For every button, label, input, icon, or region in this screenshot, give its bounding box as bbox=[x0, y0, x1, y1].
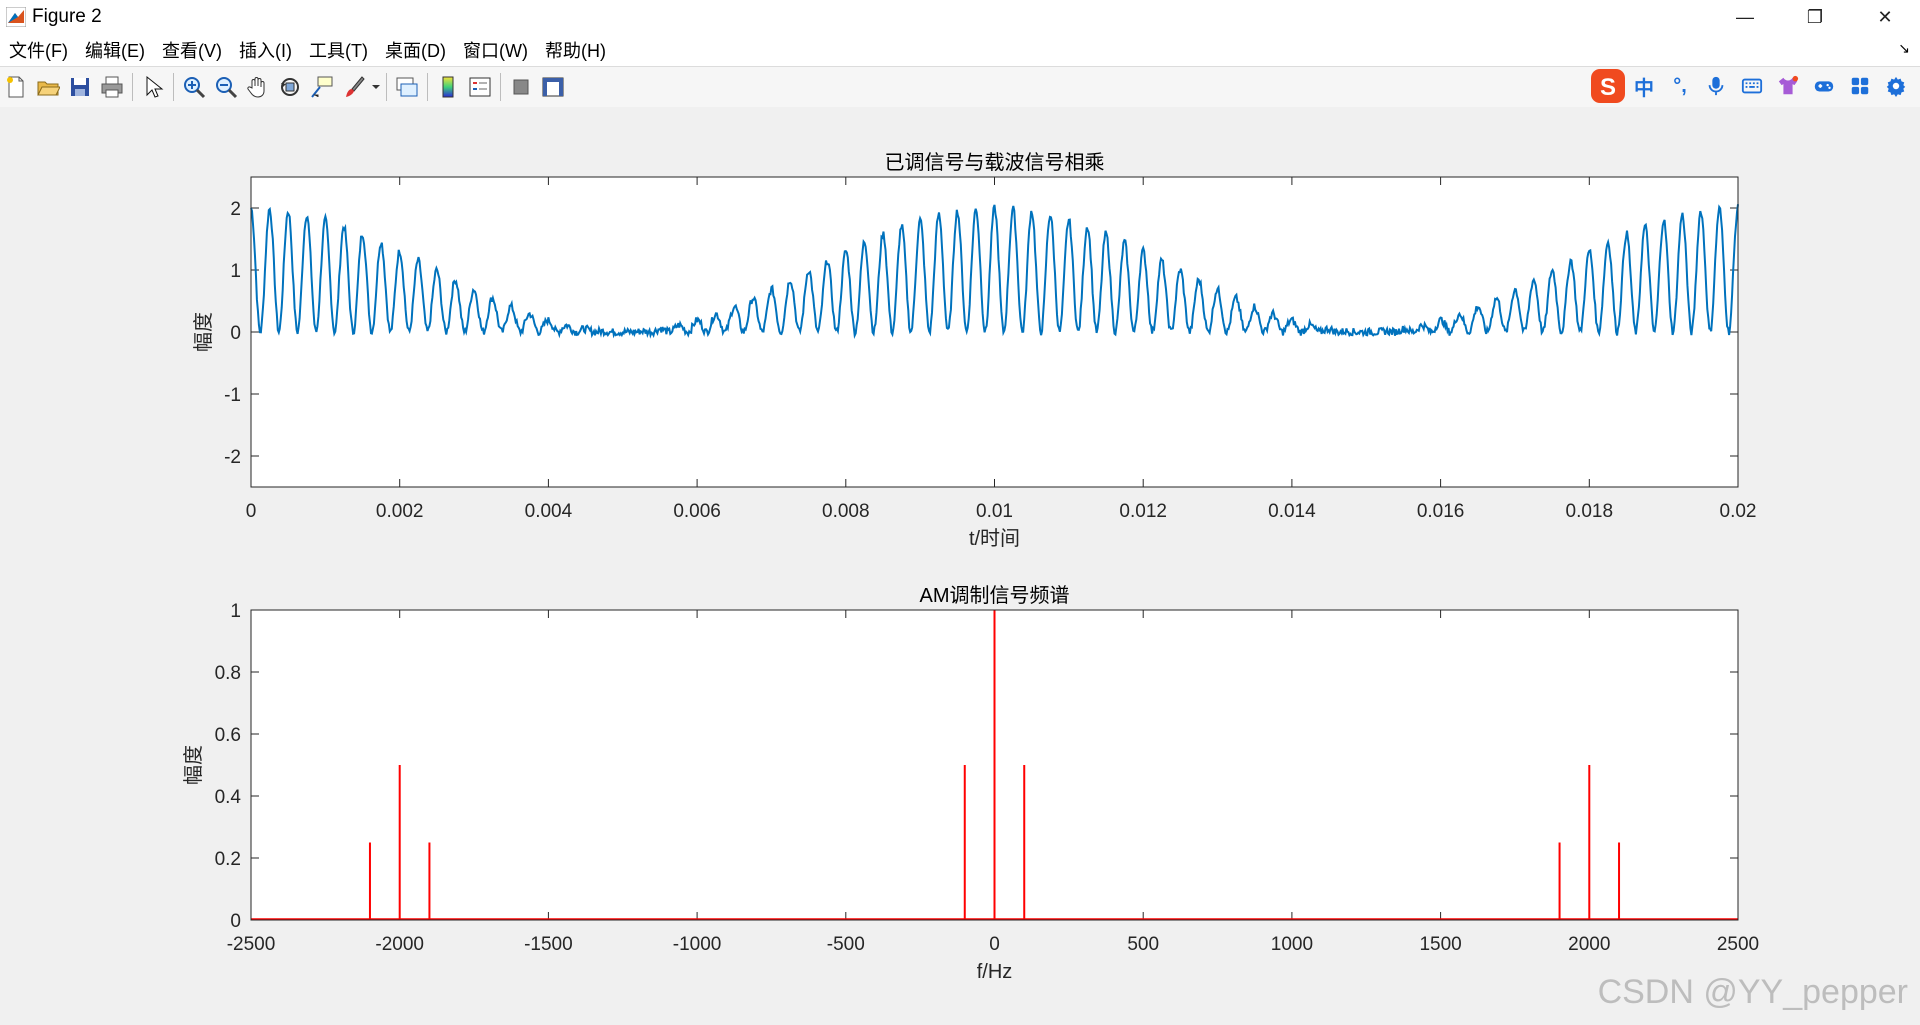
chart-title: 已调信号与载波信号相乘 bbox=[885, 151, 1105, 174]
x-tick-label: 0.01 bbox=[976, 501, 1013, 522]
chart-title: AM调制信号频谱 bbox=[920, 584, 1070, 607]
x-tick-label: 0.018 bbox=[1566, 501, 1614, 522]
toolbar-separator bbox=[132, 73, 133, 101]
sogou-logo-icon[interactable]: S bbox=[1590, 68, 1626, 104]
x-tick-label: -2000 bbox=[375, 934, 424, 955]
menu-item-5[interactable]: 桌面(D) bbox=[376, 37, 454, 63]
y-tick-label: 0.4 bbox=[215, 787, 242, 808]
y-tick-label: 1 bbox=[230, 601, 241, 622]
pan-icon[interactable] bbox=[242, 71, 274, 103]
axes-1: 0 0.002 0.004 0.006 0.008 0.01 0.012 0.014 0.016… bbox=[192, 151, 1756, 550]
y-tick-label: -2 bbox=[224, 447, 241, 468]
gamepad-icon[interactable] bbox=[1806, 68, 1842, 104]
menu-item-0[interactable]: 文件(F) bbox=[0, 37, 76, 63]
menu-item-7[interactable]: 帮助(H) bbox=[536, 37, 614, 63]
skin-shirt-icon[interactable] bbox=[1770, 68, 1806, 104]
x-tick-label: 0.012 bbox=[1119, 501, 1167, 522]
toolbar-separator bbox=[386, 73, 387, 101]
x-tick-label: 1000 bbox=[1271, 934, 1313, 955]
show-plot-tools-icon[interactable] bbox=[537, 71, 569, 103]
y-axis-label: 幅度 bbox=[182, 745, 205, 785]
y-tick-label: 0.8 bbox=[215, 663, 241, 684]
menu-item-2[interactable]: 查看(V) bbox=[153, 37, 230, 63]
ime-toolbar: S 中 °, bbox=[1590, 66, 1914, 106]
ime-punctuation[interactable]: °, bbox=[1662, 68, 1698, 104]
x-tick-label: 0.008 bbox=[822, 501, 870, 522]
y-tick-label: 2 bbox=[230, 199, 241, 220]
rotate-3d-icon[interactable] bbox=[274, 71, 306, 103]
x-tick-label: 2500 bbox=[1717, 934, 1759, 955]
y-tick-label: 0 bbox=[230, 911, 241, 932]
save-icon[interactable] bbox=[64, 71, 96, 103]
pointer-icon[interactable] bbox=[137, 71, 169, 103]
y-tick-label: -1 bbox=[224, 385, 241, 406]
x-tick-label: 0.016 bbox=[1417, 501, 1465, 522]
menu-item-3[interactable]: 插入(I) bbox=[230, 37, 300, 63]
x-tick-label: -500 bbox=[827, 934, 865, 955]
x-tick-label: 500 bbox=[1127, 934, 1159, 955]
keyboard-icon[interactable] bbox=[1734, 68, 1770, 104]
restore-button[interactable]: ❐ bbox=[1780, 0, 1850, 34]
matlab-app-icon bbox=[6, 7, 26, 27]
x-axis-label: f/Hz bbox=[977, 961, 1013, 983]
brush-dropdown-icon[interactable] bbox=[370, 71, 382, 103]
x-tick-label: 0 bbox=[246, 501, 257, 522]
grid-apps-icon[interactable] bbox=[1842, 68, 1878, 104]
menu-item-6[interactable]: 窗口(W) bbox=[454, 37, 536, 63]
hide-plot-tools-icon[interactable] bbox=[505, 71, 537, 103]
print-icon[interactable] bbox=[96, 71, 128, 103]
y-tick-label: 0.2 bbox=[215, 849, 241, 870]
axes-2: -2500 -2000 -1500 -1000 -500 0 500 1000 1500 2000… bbox=[182, 584, 1759, 983]
brush-icon[interactable] bbox=[338, 71, 370, 103]
x-tick-label: 0.006 bbox=[673, 501, 721, 522]
data-cursor-icon[interactable] bbox=[306, 71, 338, 103]
window-titlebar: Figure 2 — ❐ ✕ bbox=[0, 0, 1920, 34]
zoom-in-icon[interactable] bbox=[178, 71, 210, 103]
legend-icon[interactable] bbox=[464, 71, 496, 103]
toolbar-separator bbox=[173, 73, 174, 101]
link-plot-icon[interactable] bbox=[391, 71, 423, 103]
open-icon[interactable] bbox=[32, 71, 64, 103]
x-tick-label: 0.002 bbox=[376, 501, 424, 522]
menu-item-4[interactable]: 工具(T) bbox=[300, 37, 376, 63]
settings-gear-icon[interactable] bbox=[1878, 68, 1914, 104]
x-tick-label: 2000 bbox=[1568, 934, 1610, 955]
y-tick-label: 1 bbox=[230, 261, 241, 282]
toolbar-separator bbox=[427, 73, 428, 101]
x-tick-label: 0 bbox=[989, 934, 1000, 955]
x-tick-label: 0.02 bbox=[1720, 501, 1757, 522]
dock-arrow-icon[interactable]: ↘ bbox=[1898, 40, 1910, 57]
svg-text:S: S bbox=[1600, 74, 1616, 101]
x-tick-label: -2500 bbox=[227, 934, 276, 955]
toolbar-separator bbox=[500, 73, 501, 101]
x-axis-label: t/时间 bbox=[969, 527, 1020, 550]
x-tick-label: -1500 bbox=[524, 934, 573, 955]
watermark: CSDN @YY_pepper bbox=[1598, 973, 1908, 1012]
x-tick-label: 0.014 bbox=[1268, 501, 1316, 522]
menu-item-1[interactable]: 编辑(E) bbox=[76, 37, 153, 63]
zoom-out-icon[interactable] bbox=[210, 71, 242, 103]
figure-svg: 0 0.002 0.004 0.006 0.008 0.01 0.012 0.014 0.016… bbox=[0, 107, 1920, 1020]
window-title: Figure 2 bbox=[32, 6, 102, 28]
ime-chinese-mode[interactable]: 中 bbox=[1626, 68, 1662, 104]
axes-background bbox=[251, 177, 1738, 487]
x-tick-label: 0.004 bbox=[525, 501, 573, 522]
microphone-icon[interactable] bbox=[1698, 68, 1734, 104]
new-figure-icon[interactable] bbox=[0, 71, 32, 103]
y-axis-label: 幅度 bbox=[192, 312, 215, 352]
y-tick-label: 0 bbox=[230, 323, 241, 344]
figure-canvas: 0 0.002 0.004 0.006 0.008 0.01 0.012 0.014 0.016… bbox=[0, 107, 1920, 1020]
x-tick-label: -1000 bbox=[673, 934, 722, 955]
colorbar-icon[interactable] bbox=[432, 71, 464, 103]
close-button[interactable]: ✕ bbox=[1850, 0, 1920, 34]
minimize-button[interactable]: — bbox=[1710, 0, 1780, 34]
menu-bar: 文件(F)编辑(E)查看(V)插入(I)工具(T)桌面(D)窗口(W)帮助(H)… bbox=[0, 34, 1920, 66]
x-tick-label: 1500 bbox=[1419, 934, 1461, 955]
y-tick-label: 0.6 bbox=[215, 725, 241, 746]
